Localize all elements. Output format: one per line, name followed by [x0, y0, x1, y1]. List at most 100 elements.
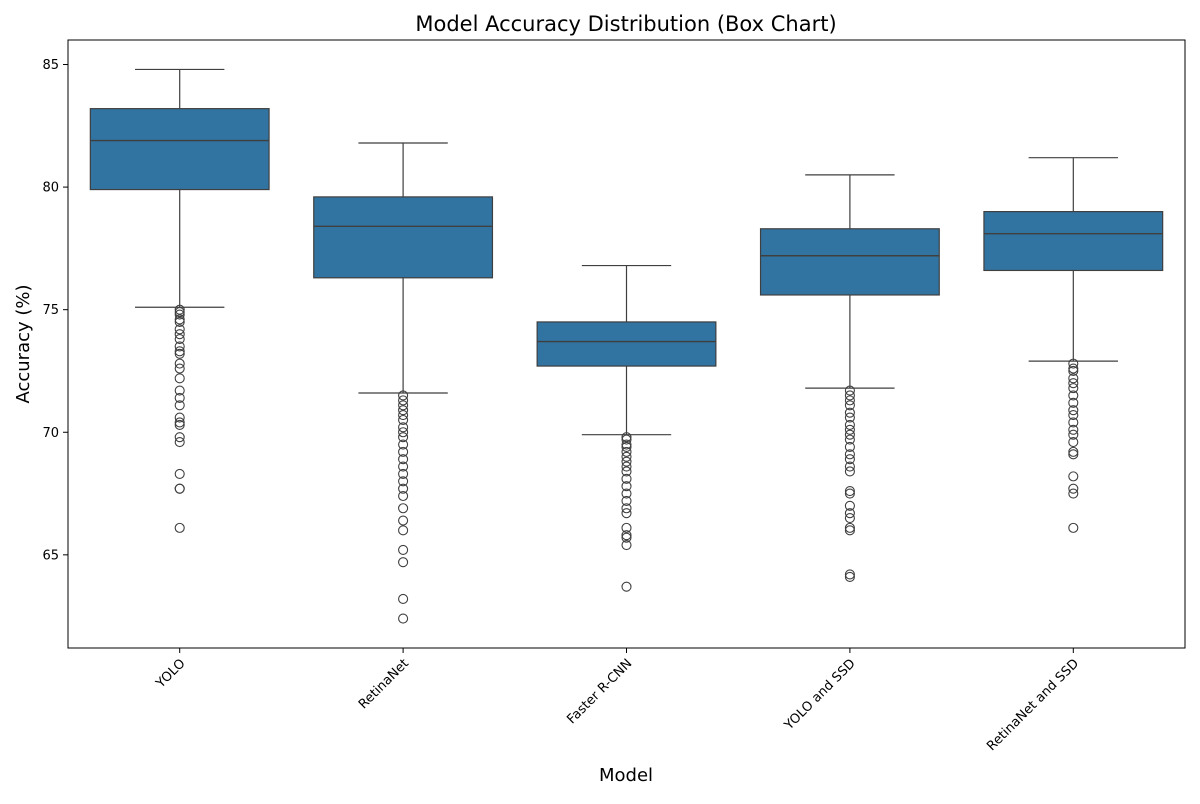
outlier-point	[844, 486, 855, 497]
outlier-point	[174, 468, 185, 479]
outlier-point	[844, 449, 855, 460]
outlier-point	[844, 466, 855, 477]
outlier-point	[844, 569, 855, 580]
y-tick-label: 65	[42, 548, 59, 563]
outlier-point	[1068, 378, 1079, 389]
outlier-point	[844, 385, 855, 396]
box-yolo	[89, 108, 270, 191]
outlier-point	[621, 456, 632, 467]
box-retinanet	[313, 196, 494, 279]
outlier-point	[1068, 390, 1079, 401]
outlier-point	[174, 432, 185, 443]
outlier-point	[174, 309, 185, 320]
outlier-point	[621, 439, 632, 450]
outlier-point	[621, 434, 632, 445]
outlier-point	[398, 468, 409, 479]
outlier-point	[174, 483, 185, 494]
outlier-point	[1068, 397, 1079, 408]
outlier-point	[1068, 410, 1079, 421]
outlier-point	[398, 395, 409, 406]
y-tick-label: 85	[42, 58, 59, 73]
outlier-point	[398, 613, 409, 624]
y-tick-label: 70	[42, 426, 59, 441]
outlier-point	[1068, 429, 1079, 440]
outlier-point	[844, 395, 855, 406]
outlier-point	[621, 488, 632, 499]
outlier-point	[1068, 373, 1079, 384]
outlier-point	[844, 508, 855, 519]
outlier-point	[844, 454, 855, 465]
outlier-point	[1068, 417, 1079, 428]
outlier-point	[621, 481, 632, 492]
outlier-point	[621, 532, 632, 543]
outlier-point	[398, 461, 409, 472]
outlier-point	[844, 488, 855, 499]
outlier-point	[398, 405, 409, 416]
outlier-point	[174, 392, 185, 403]
outlier-point	[398, 544, 409, 555]
outlier-point	[174, 417, 185, 428]
outlier-point	[1068, 483, 1079, 494]
y-tick-label: 80	[42, 181, 59, 196]
outlier-point	[1068, 405, 1079, 416]
outlier-point	[174, 334, 185, 345]
outlier-point	[1068, 488, 1079, 499]
outlier-point	[174, 522, 185, 533]
outlier-point	[398, 400, 409, 411]
outlier-point	[174, 329, 185, 340]
outlier-point	[398, 515, 409, 526]
outlier-point	[398, 525, 409, 536]
outlier-point	[174, 385, 185, 396]
y-axis-label: Accuracy (%)	[13, 284, 34, 403]
outlier-point	[844, 525, 855, 536]
box-retinanet-and-ssd	[983, 211, 1164, 272]
outlier-point	[398, 476, 409, 487]
outlier-point	[174, 346, 185, 357]
outlier-point	[398, 593, 409, 605]
outlier-point	[844, 419, 855, 430]
outlier-point	[621, 466, 632, 477]
outlier-point	[1068, 437, 1079, 448]
outlier-point	[621, 451, 632, 462]
outlier-point	[174, 324, 185, 335]
outlier-point	[844, 424, 855, 435]
outlier-point	[398, 490, 409, 502]
outlier-point	[398, 557, 409, 568]
outlier-point	[621, 522, 632, 533]
outlier-point	[621, 581, 632, 592]
box-yolo-and-ssd	[759, 228, 940, 296]
outlier-point	[621, 441, 632, 453]
outlier-point	[621, 473, 632, 484]
outlier-point	[174, 400, 185, 411]
outlier-point	[844, 412, 855, 423]
x-axis-label: Model	[599, 765, 653, 786]
outlier-point	[174, 307, 185, 318]
outlier-point	[398, 410, 409, 421]
outlier-point	[174, 314, 185, 325]
outlier-point	[1068, 358, 1079, 369]
outlier-point	[398, 432, 409, 443]
outlier-point	[398, 427, 409, 438]
outlier-point	[844, 513, 855, 524]
outlier-point	[621, 432, 632, 443]
y-tick-label: 75	[42, 303, 59, 318]
outlier-point	[174, 316, 185, 327]
outlier-point	[621, 508, 632, 519]
outlier-point	[621, 446, 632, 457]
outlier-point	[174, 419, 185, 430]
outlier-point	[398, 414, 409, 426]
outlier-point	[844, 461, 855, 472]
box-faster-r-cnn	[536, 321, 717, 367]
chart-title: Model Accuracy Distribution (Box Chart)	[415, 12, 836, 36]
outlier-point	[844, 522, 855, 533]
outlier-point	[1068, 424, 1079, 435]
outlier-point	[1068, 446, 1079, 457]
outlier-point	[174, 348, 185, 359]
outlier-point	[174, 437, 185, 448]
outlier-point	[1068, 383, 1079, 394]
outlier-point	[621, 495, 632, 506]
outlier-point	[398, 483, 409, 494]
outlier-point	[174, 412, 185, 423]
outlier-point	[844, 441, 855, 453]
outlier-point	[621, 461, 632, 472]
